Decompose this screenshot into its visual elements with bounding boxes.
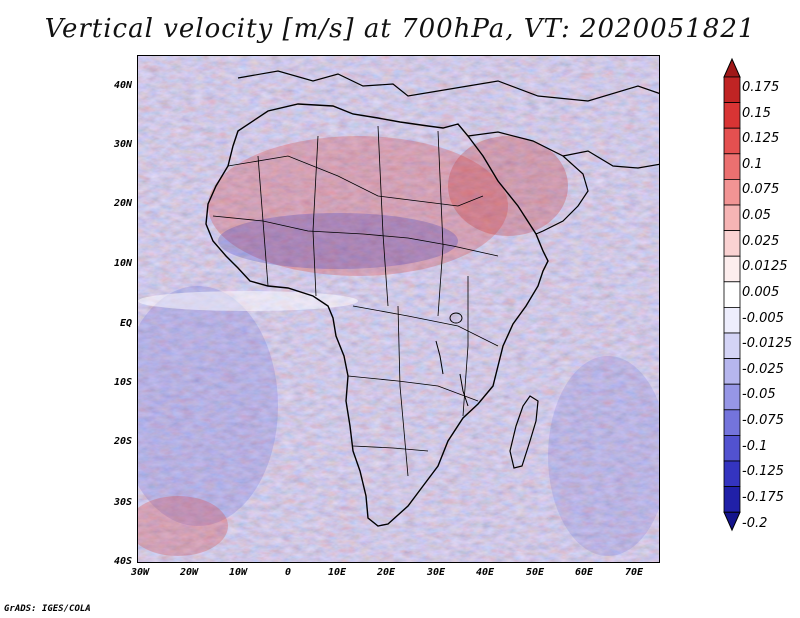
lat-label-40s: 40S <box>113 556 132 567</box>
arabia-coastline <box>467 131 589 235</box>
iran-coastline <box>562 150 659 169</box>
lon-label-10e: 10E <box>327 567 347 578</box>
colorbar-arrow-top <box>723 57 741 78</box>
map-plot-area <box>137 55 660 563</box>
cb-label-00125: 0.0125 <box>742 259 788 274</box>
colorbar-box <box>723 230 741 257</box>
colorbar-box <box>723 76 741 104</box>
cb-label-neg0025: -0.025 <box>742 362 784 377</box>
europe-coastline <box>237 70 659 102</box>
cb-label-neg01: -0.1 <box>742 439 768 454</box>
cb-label-neg02: -0.2 <box>742 516 768 531</box>
madagascar-coastline <box>509 395 539 469</box>
lon-label-30w: 30W <box>130 567 150 578</box>
lon-label-0: 0 <box>284 567 292 578</box>
colorbar-box <box>723 306 741 334</box>
colorbar-box <box>723 281 741 308</box>
cb-label-01: 0.1 <box>742 157 763 172</box>
lake-victoria <box>449 312 463 324</box>
lake-tanganyika <box>435 340 444 375</box>
cb-label-neg00125: -0.0125 <box>742 336 793 351</box>
lake-malawi <box>459 373 469 407</box>
lon-label-20w: 20W <box>179 567 199 578</box>
country-borders <box>212 125 499 477</box>
colorbar-box <box>723 204 741 232</box>
grads-credit: GrADS: IGES/COLA <box>4 604 91 614</box>
colorbar-arrow-bottom <box>723 511 741 532</box>
lat-label-10s: 10S <box>113 377 132 388</box>
colorbar-box <box>723 127 741 155</box>
lat-label-eq: EQ <box>119 318 132 329</box>
colorbar-box <box>723 153 741 180</box>
lat-label-40n: 40N <box>113 80 132 91</box>
colorbar-box <box>723 383 741 411</box>
colorbar-box <box>723 255 741 283</box>
cb-label-005: 0.05 <box>742 208 771 223</box>
colorbar-box <box>723 358 741 385</box>
colorbar-box <box>723 460 741 488</box>
lat-label-20s: 20S <box>113 436 132 447</box>
cb-label-neg005: -0.05 <box>742 387 776 402</box>
lon-label-60e: 60E <box>574 567 594 578</box>
colorbar <box>723 57 741 532</box>
cb-label-0075: 0.075 <box>742 182 780 197</box>
colorbar-box <box>723 434 741 462</box>
lon-label-20e: 20E <box>376 567 396 578</box>
cb-label-015: 0.15 <box>742 106 771 121</box>
africa-coastline <box>205 103 549 527</box>
colorbar-box <box>723 486 741 513</box>
lon-label-70e: 70E <box>624 567 644 578</box>
colorbar-box <box>723 409 741 436</box>
lon-label-30e: 30E <box>426 567 446 578</box>
cb-label-neg0125: -0.125 <box>742 464 784 479</box>
lat-label-30s: 30S <box>113 497 132 508</box>
uplift-region-sahara <box>208 136 508 276</box>
colorbar-box <box>723 102 741 129</box>
uplift-region-south-atlantic <box>138 496 228 556</box>
cb-label-0005: 0.005 <box>742 285 780 300</box>
lon-label-40e: 40E <box>475 567 495 578</box>
lat-label-10n: 10N <box>113 258 132 269</box>
lon-label-10w: 10W <box>228 567 248 578</box>
cb-label-0025: 0.025 <box>742 234 780 249</box>
lat-label-30n: 30N <box>113 139 132 150</box>
vertical-velocity-field <box>138 56 659 562</box>
colorbar-box <box>723 179 741 206</box>
cb-label-0125: 0.125 <box>742 131 780 146</box>
cb-label-neg0075: -0.075 <box>742 413 784 428</box>
colorbar-box <box>723 332 741 360</box>
uplift-region-arabia <box>448 136 568 236</box>
subsidence-region-sahel <box>218 213 458 269</box>
cb-label-neg0175: -0.175 <box>742 490 784 505</box>
cb-label-0175: 0.175 <box>742 80 780 95</box>
lat-label-20n: 20N <box>113 198 132 209</box>
map-title: Vertical velocity [m/s] at 700hPa, VT: 2… <box>44 14 756 44</box>
uplift-band-equator <box>138 291 358 311</box>
subsidence-region-indian <box>548 356 659 556</box>
cb-label-neg0005: -0.005 <box>742 311 784 326</box>
subsidence-region-atlantic <box>138 286 278 526</box>
lon-label-50e: 50E <box>525 567 545 578</box>
